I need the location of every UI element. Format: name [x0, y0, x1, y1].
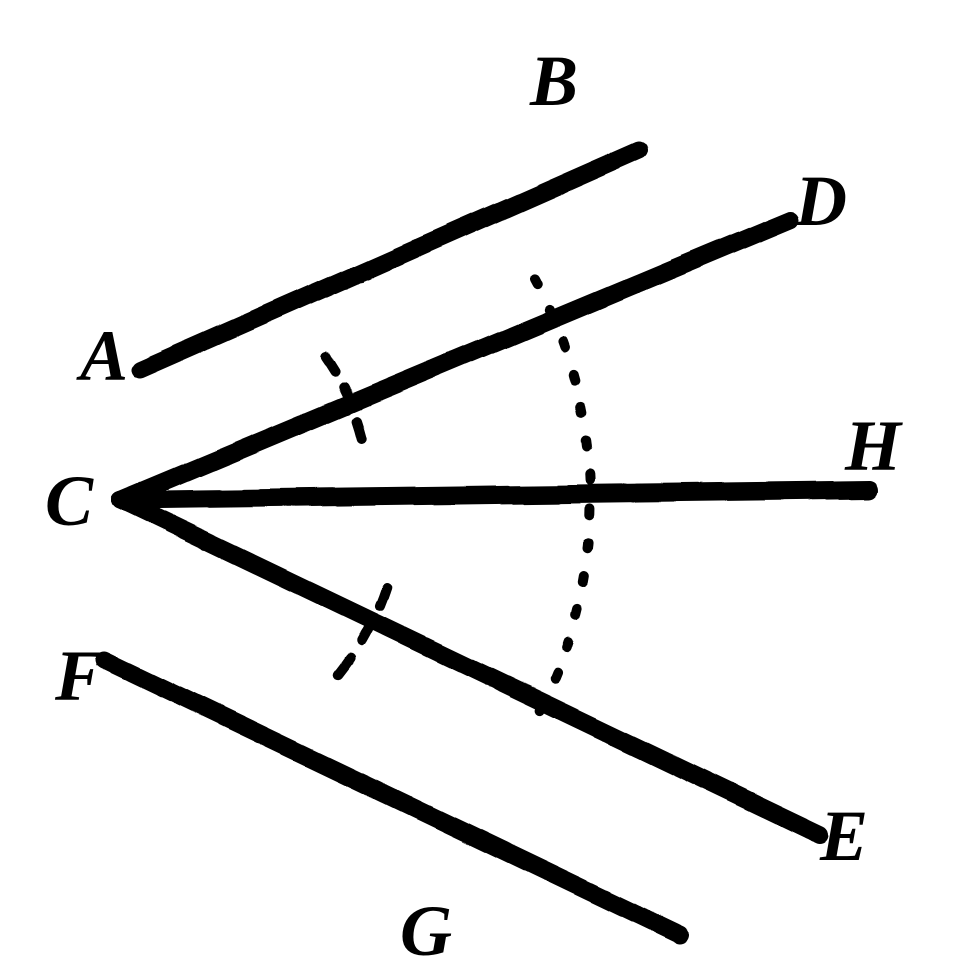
ray-CE — [120, 500, 820, 835]
label-G: G — [400, 891, 452, 971]
solid-lines — [105, 150, 870, 935]
ray-CD — [120, 220, 790, 500]
label-E: E — [819, 796, 868, 876]
ray-CH — [120, 490, 870, 500]
angle-bisection-diagram: A B C D H E F G — [0, 0, 969, 980]
label-A: A — [76, 316, 128, 396]
label-C: C — [45, 461, 94, 541]
segment-FG — [105, 660, 680, 935]
label-B: B — [529, 41, 578, 121]
segment-AB — [140, 150, 640, 370]
label-F: F — [54, 636, 103, 716]
label-H: H — [844, 406, 903, 486]
label-D: D — [794, 161, 847, 241]
